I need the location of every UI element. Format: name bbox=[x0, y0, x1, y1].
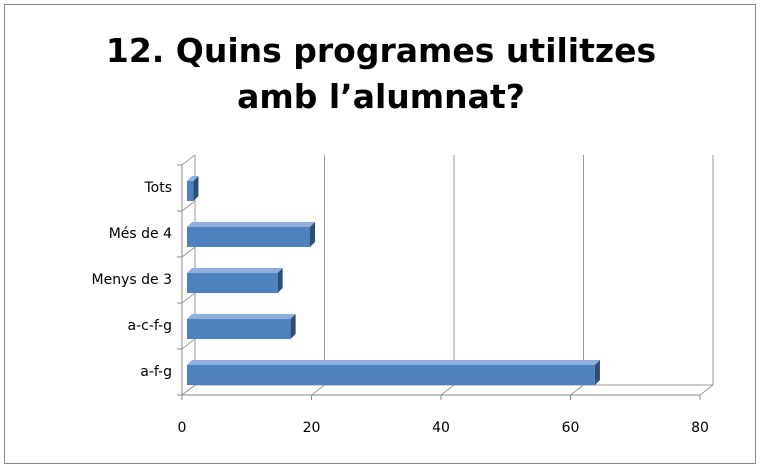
bar-top bbox=[187, 176, 199, 181]
bar-end bbox=[310, 222, 316, 247]
bar-end bbox=[277, 268, 283, 293]
grid-floor bbox=[699, 384, 714, 396]
y-tick-side bbox=[181, 154, 196, 166]
y-tick-label: a-c-f-g bbox=[128, 318, 172, 334]
y-tick-label: Més de 4 bbox=[109, 226, 172, 242]
bar-top bbox=[187, 360, 600, 365]
y-tick-label: Tots bbox=[143, 180, 172, 196]
y-tick-label: a-f-g bbox=[140, 364, 172, 380]
bar bbox=[187, 365, 595, 385]
x-tick-label: 40 bbox=[432, 420, 450, 436]
y-tick-side bbox=[181, 384, 196, 396]
bar-end bbox=[290, 314, 296, 339]
bar bbox=[187, 227, 311, 247]
bar-end bbox=[594, 360, 600, 385]
y-tick-side bbox=[181, 246, 196, 258]
x-tick-label: 60 bbox=[562, 420, 580, 436]
bar-top bbox=[187, 222, 316, 227]
grid-floor bbox=[311, 384, 325, 396]
chart-border bbox=[4, 4, 756, 464]
y-tick-side bbox=[181, 292, 196, 304]
grid-floor bbox=[440, 384, 455, 396]
bar-top bbox=[187, 268, 283, 273]
bar bbox=[187, 181, 194, 201]
bar-top bbox=[187, 314, 296, 319]
y-tick-label: Menys de 3 bbox=[92, 272, 172, 288]
y-tick-side bbox=[181, 338, 196, 350]
grid-floor bbox=[570, 384, 584, 396]
x-tick-label: 0 bbox=[178, 420, 187, 436]
x-tick-label: 20 bbox=[303, 420, 321, 436]
bar-end bbox=[193, 176, 199, 201]
bar bbox=[187, 273, 278, 293]
y-tick-side bbox=[181, 200, 196, 212]
bar bbox=[187, 319, 291, 339]
chart-title: 12. Quins programes utilitzes amb l’alum… bbox=[105, 31, 657, 116]
x-tick-label: 80 bbox=[691, 420, 709, 436]
